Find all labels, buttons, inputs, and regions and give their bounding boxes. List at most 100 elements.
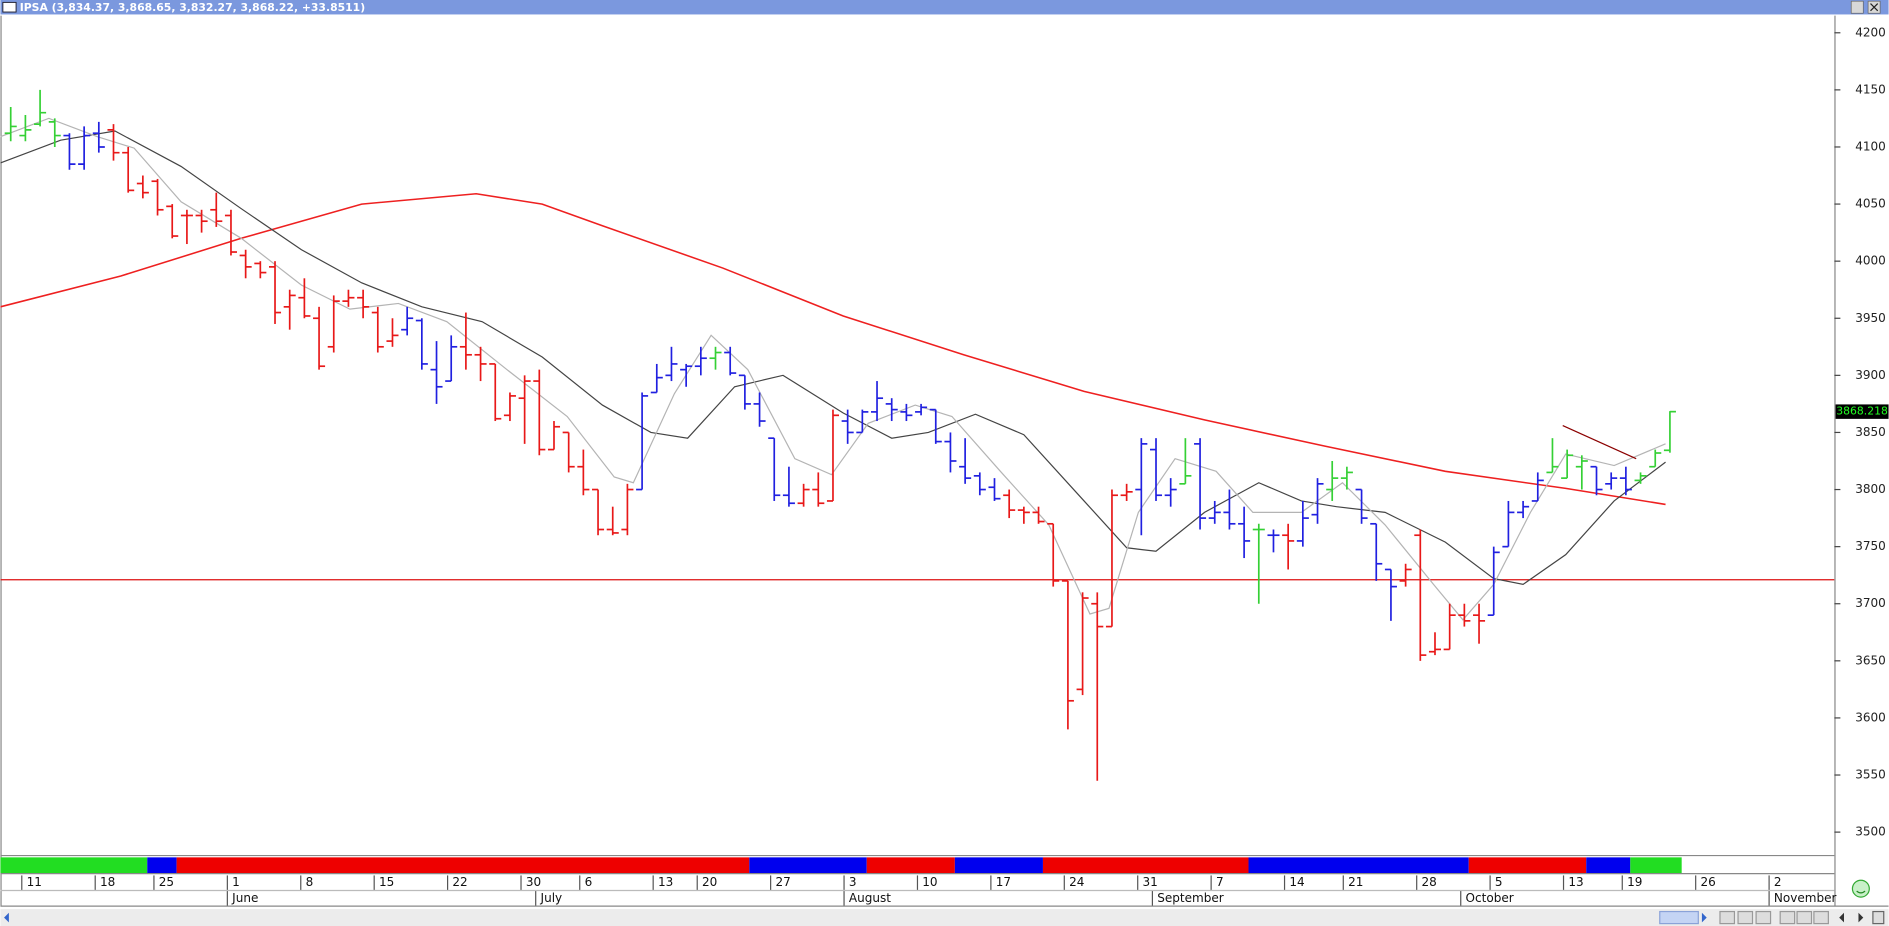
month-label: July	[540, 891, 563, 905]
ohlc-bar	[151, 178, 164, 216]
scroll-right[interactable]	[1701, 912, 1707, 923]
x-tick-label: 15	[379, 875, 394, 889]
ohlc-bar	[1634, 472, 1647, 484]
x-tick-label: 8	[306, 875, 314, 889]
restore-button[interactable]	[1850, 0, 1864, 14]
ohlc-bar	[533, 369, 546, 456]
y-tick-label: 3550	[1855, 768, 1886, 782]
ohlc-bar	[1208, 500, 1221, 524]
ohlc-bar	[283, 289, 296, 330]
scroll-left[interactable]	[4, 912, 9, 923]
ohlc-bar	[1326, 460, 1339, 501]
x-tick-label: 10	[922, 875, 937, 889]
ohlc-bar	[1531, 472, 1544, 502]
ohlc-bar	[1502, 500, 1515, 548]
ohlc-bar	[1414, 529, 1427, 661]
regime-segment	[1248, 857, 1469, 874]
moving-average	[1562, 425, 1637, 460]
ohlc-bar	[19, 114, 32, 142]
regime-segment	[1042, 857, 1249, 874]
ohlc-bar	[1311, 478, 1324, 524]
month-label: October	[1466, 891, 1514, 905]
ohlc-bar	[92, 121, 105, 153]
ohlc-bar	[1340, 466, 1353, 490]
ohlc-bar	[1546, 438, 1559, 474]
y-tick-label: 4050	[1855, 197, 1886, 211]
ohlc-bar	[606, 506, 619, 536]
y-tick-label: 3750	[1855, 539, 1886, 553]
y-tick-label: 3900	[1855, 368, 1886, 382]
regime-segment	[749, 857, 867, 874]
nav-right[interactable]	[1858, 912, 1864, 923]
tool-button[interactable]	[1872, 910, 1885, 925]
ohlc-bar	[313, 306, 326, 370]
ohlc-bar	[1267, 529, 1280, 553]
x-tick-label: 22	[452, 875, 467, 889]
nav-left[interactable]	[1839, 912, 1845, 923]
tool-button[interactable]	[1779, 910, 1796, 925]
ohlc-bar	[180, 209, 193, 245]
x-tick-label: 28	[1422, 875, 1437, 889]
window-icon	[2, 1, 17, 13]
ohlc-bar	[342, 289, 355, 307]
x-tick-label: 5	[1495, 875, 1503, 889]
x-tick-label: 13	[1568, 875, 1583, 889]
month-label: September	[1157, 891, 1224, 905]
ohlc-bar	[445, 335, 458, 382]
ohlc-bar	[107, 124, 120, 161]
regime-segment	[147, 857, 177, 874]
x-tick-label: 17	[996, 875, 1011, 889]
ohlc-bar	[782, 466, 795, 507]
ohlc-bar	[166, 204, 179, 239]
ohlc-bar	[415, 318, 428, 370]
ohlc-bar	[1590, 465, 1603, 496]
ohlc-bar	[1179, 438, 1192, 485]
ohlc-bar	[636, 392, 649, 491]
regime-segment	[1468, 857, 1587, 874]
x-tick-label: 18	[100, 875, 115, 889]
ohlc-bar	[621, 483, 634, 536]
ohlc-bar	[357, 289, 370, 319]
y-tick-label: 3700	[1855, 596, 1886, 610]
tool-button[interactable]	[1813, 910, 1829, 925]
x-tick-label: 13	[658, 875, 673, 889]
moving-average	[0, 192, 1666, 506]
title-bar	[0, 0, 1889, 15]
ohlc-bar	[48, 118, 61, 147]
last-value-label: 3868.218	[1836, 405, 1888, 418]
close-icon	[1870, 3, 1879, 12]
ohlc-bar	[988, 478, 1001, 501]
y-tick-label: 3950	[1855, 311, 1886, 325]
ohlc-bar	[812, 472, 825, 507]
month-label: November	[1774, 891, 1837, 905]
ohlc-bar	[430, 341, 443, 404]
ohlc-bar	[1076, 592, 1089, 696]
ohlc-bar	[1473, 603, 1486, 644]
tool-button[interactable]	[1719, 910, 1736, 925]
ohlc-bar	[489, 363, 502, 422]
ohlc-bar	[871, 381, 884, 422]
ohlc-bar	[944, 432, 957, 473]
tool-button[interactable]	[1755, 910, 1772, 925]
ohlc-bar	[577, 449, 590, 496]
status-icon[interactable]	[1851, 879, 1870, 898]
ohlc-bar	[1149, 438, 1163, 501]
regime-segment	[1586, 857, 1631, 874]
x-tick-label: 26	[1700, 875, 1715, 889]
ohlc-bar	[503, 392, 516, 422]
ohlc-bar	[4, 107, 17, 142]
ohlc-bar	[1061, 580, 1074, 730]
ohlc-bar	[1252, 523, 1265, 604]
ohlc-bar	[239, 249, 252, 279]
scrollbar	[0, 909, 1889, 926]
ohlc-bar	[1047, 522, 1060, 587]
ohlc-bar	[1003, 489, 1016, 519]
scroll-thumb[interactable]	[1659, 910, 1699, 925]
tool-button[interactable]	[1796, 910, 1813, 925]
ohlc-bar	[1663, 410, 1676, 453]
last-value-box	[1835, 404, 1889, 419]
tool-button[interactable]	[1737, 910, 1754, 925]
ohlc-bar	[1032, 506, 1045, 524]
x-tick-label: 7	[1216, 875, 1224, 889]
